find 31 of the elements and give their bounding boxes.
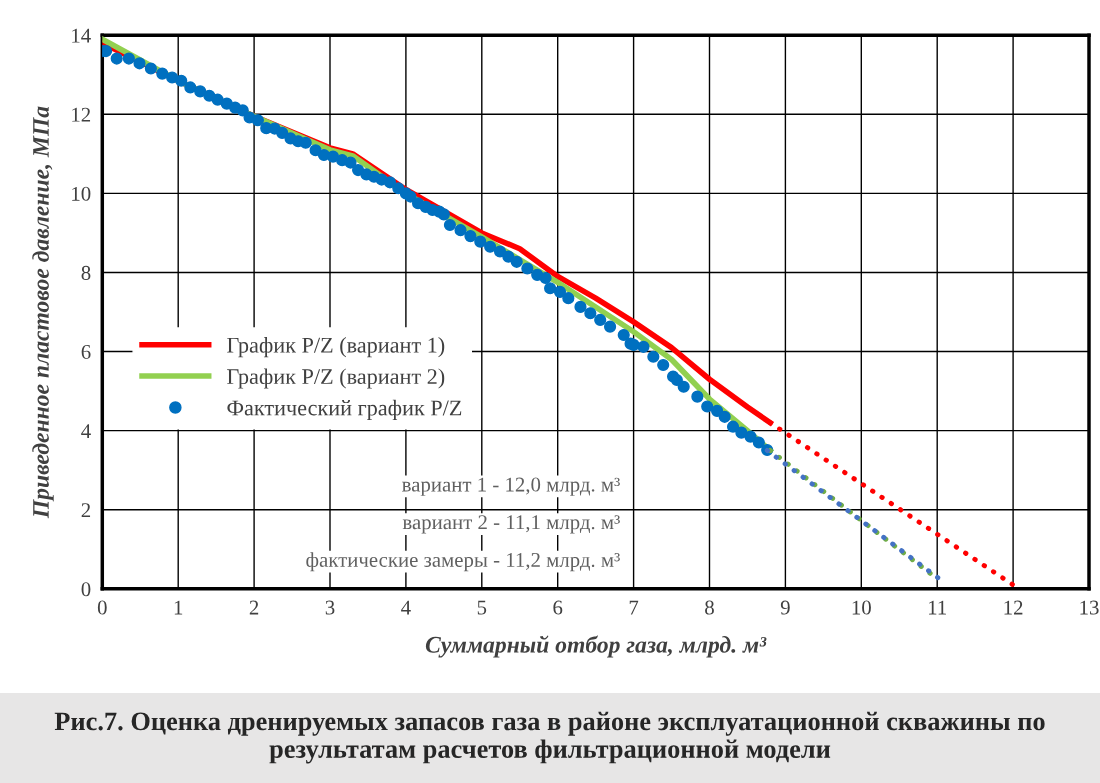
text: Рис.7. Оценка дренируемых запасов газа в районе эксплуатационной скважины по результатам расчетов фильтрационной модели [54,711,1045,764]
x-tick-label: 2 [249,600,259,615]
y-tick-label: 6 [81,345,91,359]
legend-label: График P/Z (вариант 1) [227,337,445,358]
y-tick-label: 4 [81,424,91,438]
legend-label: График P/Z (вариант 2) [227,368,445,389]
x-tick-label: 5 [477,600,487,615]
legend-label: Фактический график P/Z [227,399,462,420]
x-tick-label: 12 [1004,600,1023,615]
x-tick-label: 6 [553,600,563,615]
x-tick-label: 1 [174,600,183,615]
x-tick-label: 9 [780,600,790,615]
x-tick-label: 0 [97,600,107,615]
y-tick-label: 2 [81,503,91,517]
x-tick-label: 11 [929,600,946,615]
x-tick-label: 4 [401,600,411,615]
y-tick-label: 0 [81,582,91,597]
x-tick-label: 10 [852,600,871,615]
y-tick-label: 10 [72,186,91,201]
y-axis-title: Приведенное пластовое давление, МПа [32,106,54,519]
x-tick-label: 13 [1080,600,1099,615]
x-tick-label: 8 [705,600,714,615]
x-tick-label: 3 [325,600,335,615]
x-axis-title: Суммарный отбор газа, млрд. м³ [425,635,767,658]
annotation: вариант 2 - 11,1 млрд. м³ [402,515,620,534]
y-tick-label: 14 [72,28,91,43]
x-tick-label: 7 [629,600,639,615]
y-tick-label: 12 [72,107,91,122]
annotation: фактические замеры - 11,2 млрд. м³ [306,552,620,572]
y-tick-label: 8 [81,265,91,280]
annotation: вариант 1 - 12,0 млрд. м³ [402,477,620,496]
